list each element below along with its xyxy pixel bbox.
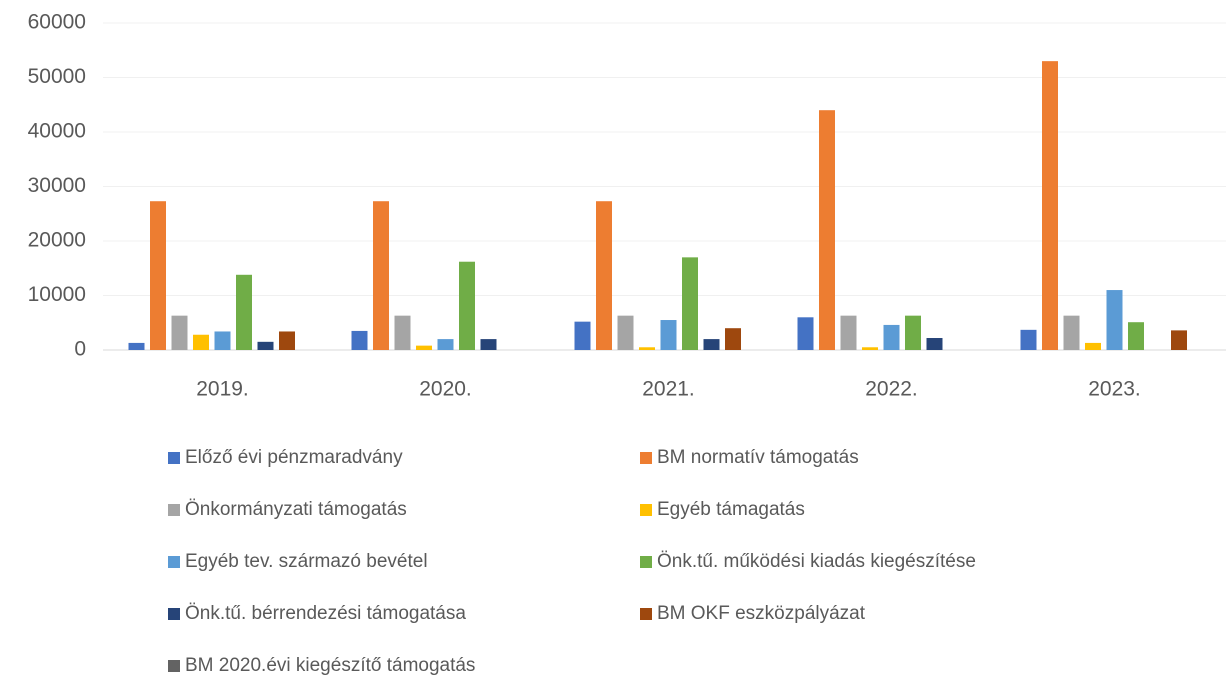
legend-swatch (640, 556, 652, 568)
bar (459, 261, 475, 350)
x-tick-label: 2023. (1088, 378, 1141, 401)
legend-label: BM OKF eszközpályázat (657, 603, 866, 624)
legend-label: Önk.tű. működési kiadás kiegészítése (657, 551, 976, 572)
x-tick-label: 2019. (196, 378, 249, 401)
bar (193, 334, 209, 350)
bar (279, 331, 295, 350)
bar (150, 201, 166, 350)
bar (883, 324, 900, 350)
bar (214, 331, 231, 350)
bar (416, 345, 432, 350)
bar (373, 201, 389, 350)
bar (236, 274, 252, 350)
legend-label: Önk.tű. bérrendezési támogatása (185, 603, 466, 624)
legend-swatch (168, 660, 180, 672)
legend-swatch (640, 504, 652, 516)
bar (840, 315, 857, 350)
bar (703, 339, 720, 350)
bar (1085, 342, 1101, 350)
x-tick-label: 2022. (865, 378, 918, 401)
legend-swatch (168, 452, 180, 464)
bar (574, 321, 591, 350)
bar (351, 330, 368, 350)
legend-swatch (168, 608, 180, 620)
y-tick-label: 20000 (28, 229, 86, 252)
y-tick-label: 50000 (28, 65, 86, 88)
bar (926, 338, 943, 350)
legend-swatch (640, 452, 652, 464)
bar (682, 257, 698, 350)
legend-label: Előző évi pénzmaradvány (185, 447, 403, 468)
y-tick-label: 0 (74, 338, 86, 361)
legend-label: Egyéb tev. származó bevétel (185, 551, 428, 572)
bar (1042, 61, 1058, 351)
bar (819, 110, 835, 350)
bar (1128, 322, 1144, 350)
legend-label: BM 2020.évi kiegészítő támogatás (185, 655, 475, 676)
bar (171, 315, 188, 350)
bar (639, 347, 655, 350)
bar (1063, 315, 1080, 350)
y-tick-label: 10000 (28, 283, 86, 306)
x-tick-label: 2020. (419, 378, 472, 401)
legend-label: Önkormányzati támogatás (185, 499, 407, 520)
legend-label: BM normatív támogatás (657, 447, 859, 468)
bar (128, 342, 145, 350)
bar (617, 315, 634, 350)
legend-swatch (640, 608, 652, 620)
y-tick-label: 30000 (28, 174, 86, 197)
x-tick-label: 2021. (642, 378, 695, 401)
bar (1020, 329, 1037, 350)
bar (1106, 290, 1123, 350)
bar (596, 201, 612, 350)
y-tick-label: 40000 (28, 120, 86, 143)
bar (437, 339, 454, 350)
bar (905, 315, 921, 350)
bar (257, 341, 274, 350)
bar (480, 339, 497, 350)
bar (797, 317, 814, 350)
legend-label: Egyéb támagatás (657, 499, 805, 520)
bar (394, 315, 411, 350)
bar (1171, 330, 1187, 350)
legend-swatch (168, 504, 180, 516)
y-tick-label: 60000 (28, 11, 86, 34)
bar (660, 320, 677, 350)
bar (725, 328, 741, 350)
bar (862, 347, 878, 350)
legend-swatch (168, 556, 180, 568)
